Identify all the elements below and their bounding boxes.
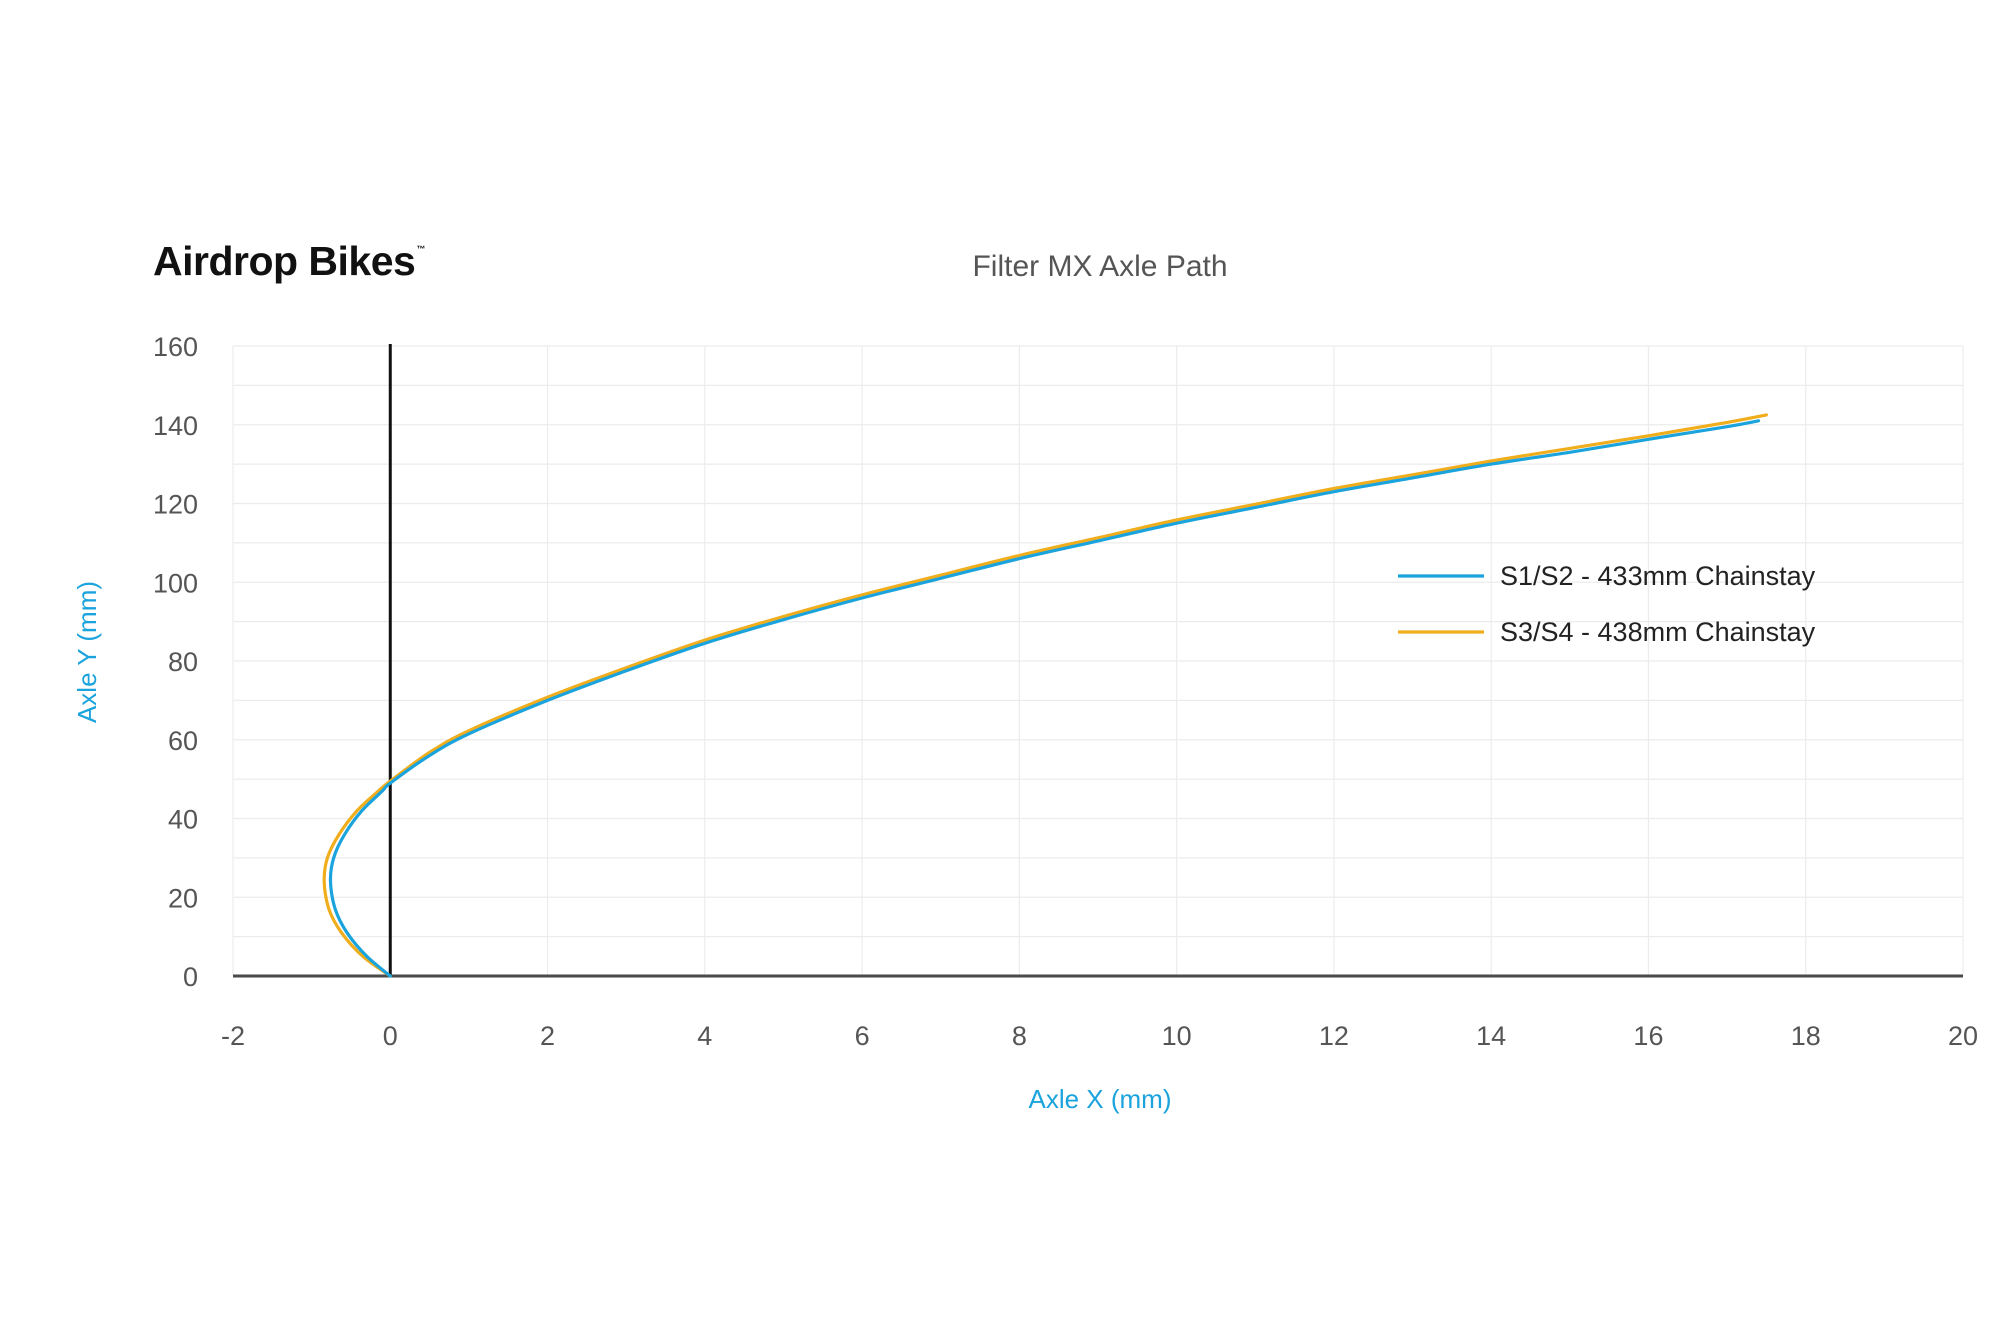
y-tick-label-2: 40	[168, 805, 198, 835]
legend: S1/S2 - 433mm Chainstay S3/S4 - 438mm Cha…	[1398, 561, 1816, 647]
y-tick-label-8: 160	[153, 332, 198, 362]
brand-logo: Airdrop Bikes™	[153, 238, 425, 285]
x-tick-label-1: 0	[383, 1021, 398, 1051]
y-tick-label-3: 60	[168, 726, 198, 756]
x-tick-label-2: 2	[540, 1021, 555, 1051]
x-axis-label: Axle X (mm)	[1029, 1084, 1172, 1114]
trademark-mark: ™	[416, 244, 425, 254]
x-tick-label-10: 18	[1791, 1021, 1821, 1051]
x-tick-label-7: 12	[1319, 1021, 1349, 1051]
series-lines	[322, 413, 1768, 978]
x-tick-label-5: 8	[1012, 1021, 1027, 1051]
y-tick-label-5: 100	[153, 568, 198, 598]
legend-label-2: S3/S4 - 438mm Chainstay	[1500, 617, 1816, 647]
y-tick-label-6: 120	[153, 490, 198, 520]
x-tick-label-4: 6	[855, 1021, 870, 1051]
y-tick-label-7: 140	[153, 411, 198, 441]
y-tick-label-4: 80	[168, 647, 198, 677]
grid	[232, 345, 1964, 977]
x-tick-label-6: 10	[1162, 1021, 1192, 1051]
x-tick-label-0: -2	[221, 1021, 245, 1051]
y-axis-label: Axle Y (mm)	[72, 581, 102, 723]
series-line-1	[328, 419, 1761, 978]
x-tick-label-3: 4	[697, 1021, 712, 1051]
x-tick-label-9: 16	[1633, 1021, 1663, 1051]
tick-labels: -2 0 2 4 6 8 10 12 14 16 18 20 0 20 40 60 80 100 120 140 160	[153, 332, 1978, 1051]
legend-label-1: S1/S2 - 433mm Chainstay	[1500, 561, 1816, 591]
y-tick-label-0: 0	[183, 962, 198, 992]
x-tick-label-11: 20	[1948, 1021, 1978, 1051]
series-line-2	[322, 413, 1768, 978]
x-tick-label-8: 14	[1476, 1021, 1506, 1051]
y-tick-label-1: 20	[168, 883, 198, 913]
axes	[233, 344, 1963, 978]
brand-name: Airdrop Bikes	[153, 238, 416, 284]
